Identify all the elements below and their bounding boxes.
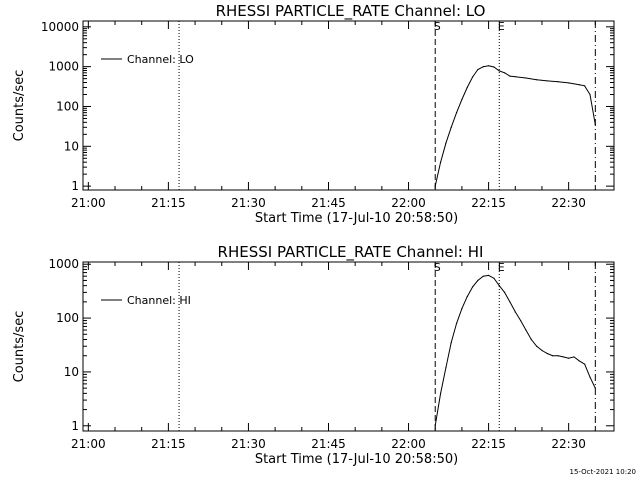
data-point: [525, 77, 527, 79]
data-point: [562, 356, 564, 358]
x-tick-label: 21:15: [151, 437, 186, 451]
data-point: [493, 277, 495, 279]
x-tick-label: 21:00: [71, 437, 106, 451]
marker-label-S: S: [434, 20, 441, 33]
y-tick-label: 1: [71, 419, 79, 433]
x-tick-label: 22:30: [551, 437, 586, 451]
y-axis-label: Counts/sec: [12, 70, 27, 142]
data-point: [584, 85, 586, 87]
data-point: [530, 338, 532, 341]
data-point: [541, 349, 543, 352]
data-point: [445, 367, 447, 369]
data-point: [589, 376, 591, 378]
data-point: [503, 72, 506, 74]
marker-label-E: E: [498, 261, 505, 274]
data-point: [434, 425, 436, 427]
x-axis-label: Start Time (17-Jul-10 20:58:50): [255, 452, 458, 467]
x-tick-label: 21:45: [311, 196, 346, 210]
x-tick-label: 22:00: [391, 196, 426, 210]
data-point: [514, 76, 516, 78]
data-point: [439, 392, 442, 394]
y-tick-label: 10: [64, 139, 79, 153]
plot-frame: [82, 20, 615, 191]
marker-label-S: S: [434, 261, 441, 274]
data-point: [439, 161, 442, 163]
data-point: [487, 274, 490, 277]
data-point: [503, 291, 506, 293]
data-point: [482, 66, 484, 68]
data-point: [546, 352, 548, 355]
marker-label-E: E: [498, 20, 505, 33]
data-point: [589, 93, 591, 96]
data-point: [461, 98, 463, 101]
timestamp-footer: 15-Oct-2021 10:20: [570, 468, 636, 476]
data-point: [477, 279, 479, 282]
y-tick-label: 100: [56, 99, 79, 113]
data-point: [471, 286, 474, 288]
data-point: [466, 86, 468, 89]
data-point: [514, 311, 516, 313]
data-point: [525, 329, 527, 331]
chart-title: RHESSI PARTICLE_RATE Channel: LO: [216, 2, 486, 21]
x-tick-label: 21:30: [231, 196, 266, 210]
data-point: [568, 357, 570, 359]
data-point: [487, 65, 490, 67]
data-point: [578, 360, 580, 362]
y-tick-label: 1: [71, 179, 79, 193]
data-point: [552, 355, 554, 357]
y-tick-label: 1000: [48, 257, 79, 271]
data-point: [509, 75, 511, 77]
data-point: [584, 363, 586, 365]
data-point: [450, 342, 452, 344]
data-point: [466, 296, 468, 298]
x-tick-label: 21:45: [311, 437, 346, 451]
data-point: [509, 301, 511, 303]
data-point: [536, 79, 538, 81]
data-point: [546, 80, 548, 82]
data-point: [568, 82, 570, 84]
legend-label: Channel: LO: [127, 53, 194, 66]
data-point: [594, 124, 596, 126]
x-tick-label: 21:30: [231, 437, 266, 451]
data-point: [445, 142, 447, 144]
data-point: [471, 76, 474, 78]
y-tick-label: 10: [64, 365, 79, 379]
data-point: [461, 307, 463, 310]
series-line: [434, 65, 596, 187]
data-point: [557, 355, 559, 357]
x-tick-label: 22:00: [391, 437, 426, 451]
data-point: [455, 322, 458, 324]
data-point: [520, 319, 522, 322]
chart-panel-hi: RHESSI PARTICLE_RATE Channel: HI 21:00 21:…: [12, 243, 615, 467]
x-axis-label: Start Time (17-Jul-10 20:58:50): [255, 211, 458, 226]
y-tick-label: 10000: [41, 20, 79, 34]
series-line: [434, 274, 596, 426]
legend-label: Channel: HI: [127, 294, 191, 307]
data-point: [455, 112, 458, 114]
chart-title: RHESSI PARTICLE_RATE Channel: HI: [218, 243, 484, 262]
chart-panel-lo: RHESSI PARTICLE_RATE Channel: LO 21:00 21:…: [12, 2, 615, 226]
data-point: [573, 356, 575, 358]
data-point: [557, 81, 559, 83]
y-axis-label: Counts/sec: [12, 311, 27, 383]
plot-frame: [82, 261, 615, 432]
data-point: [498, 70, 500, 72]
x-tick-label: 21:00: [71, 196, 106, 210]
x-tick-label: 21:15: [151, 196, 186, 210]
x-tick-label: 22:15: [471, 196, 506, 210]
data-point: [477, 68, 479, 71]
data-point: [450, 126, 452, 128]
data-point: [498, 285, 500, 287]
data-point: [594, 387, 596, 389]
y-tick-label: 100: [56, 311, 79, 325]
data-point: [536, 345, 538, 347]
y-tick-label: 1000: [48, 60, 79, 74]
x-tick-label: 22:15: [471, 437, 506, 451]
data-point: [434, 185, 436, 187]
data-point: [493, 66, 495, 68]
data-point: [578, 84, 580, 86]
data-point: [482, 275, 484, 277]
x-tick-label: 22:30: [551, 196, 586, 210]
